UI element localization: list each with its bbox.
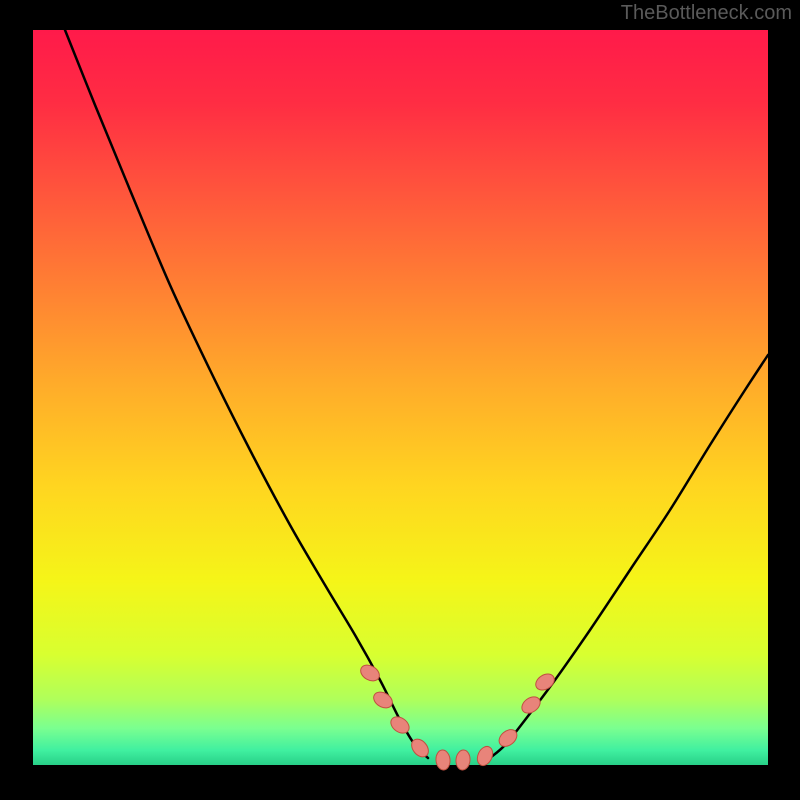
watermark-text: TheBottleneck.com <box>621 2 792 25</box>
chart-container: TheBottleneck.com <box>0 0 800 800</box>
bottleneck-chart <box>0 0 800 800</box>
chart-gradient-bg <box>33 30 768 765</box>
